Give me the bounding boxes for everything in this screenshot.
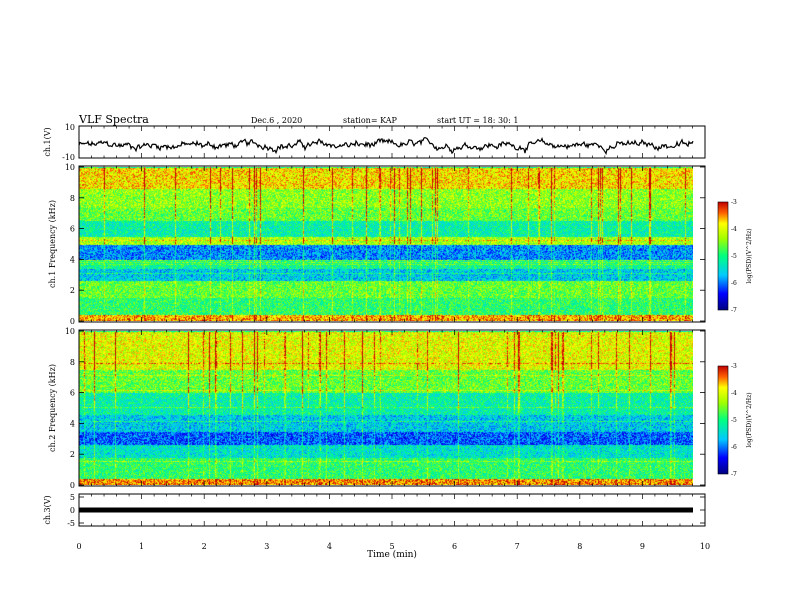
x-tick-label: 3 [264,542,269,551]
ch1-colorbar-tick: -6 [731,280,737,287]
x-tick-label: 7 [515,542,520,551]
ch1-spectrogram-ytick: 10 [65,163,75,172]
ch1-colorbar-tick: -4 [731,226,737,233]
ch2-spectrogram-ytick: 2 [70,450,75,459]
ch3-panel: 5 0 -5 ch.3(V) 0 1 2 3 4 5 6 7 8 9 10 Time (min) [43,493,710,560]
ch1-spectrogram-panel: 0 2 4 6 8 10 ch.1 Frequency (kHz) [48,163,706,326]
ch2-colorbar-label: log(PSD)(V^2/Hz) [746,392,753,447]
x-axis-label: Time (min) [367,549,417,560]
ch1-panel: 10 -10 ch.1(V) [43,123,706,162]
ch2-spectrogram-ylabel: ch.2 Frequency (kHz) [48,364,57,452]
ch3-ytick: -5 [67,519,75,528]
figure-title: VLF Spectra [78,113,149,126]
ch2-spectrogram-ytick: 6 [70,389,75,398]
ch1-waveform-line [78,136,694,156]
ch2-colorbar: -3 -4 -5 -6 -7 log(PSD)(V^2/Hz) [717,363,753,478]
ch2-spectrogram-ytick: 10 [65,327,75,336]
ch2-colorbar-tick: -5 [731,417,737,424]
ch2-colorbar-scale [717,365,729,475]
ch1-spectrogram-image [79,167,693,321]
ch2-spectrogram-image [79,331,693,485]
ch3-ylabel: ch.3(V) [43,495,52,524]
ch1-spectrogram-ytick: 4 [70,255,75,264]
ch2-spectrogram-ytick: 4 [70,419,75,428]
x-tick-label: 9 [640,542,645,551]
x-tick-label: 0 [76,542,81,551]
ch3-ytick: 5 [70,493,75,502]
station-label: station= KAP [343,116,398,125]
ch1-colorbar-tick: -3 [731,199,737,206]
ch2-spectrogram-ytick: 0 [70,481,75,490]
ch1-spectrogram-ytick: 2 [70,286,75,295]
ch1-spectrogram-ytick: 0 [70,317,75,326]
ch1-colorbar: -3 -4 -5 -6 -7 log(PSD)(V^2/Hz) [717,199,753,314]
x-tick-label: 2 [202,542,207,551]
ch2-colorbar-tick: -4 [731,390,737,397]
ch1-spectrogram-ytick: 8 [70,194,75,203]
ch1-spectrogram-ytick: 6 [70,225,75,234]
ch2-colorbar-tick: -6 [731,444,737,451]
x-tick-label: 10 [700,542,710,551]
start-time-label: start UT = 18: 30: 1 [437,116,518,125]
ch1-colorbar-tick: -7 [731,307,737,314]
ch3-signal-trace [79,507,693,513]
ch1-ytick-bottom: -10 [62,153,75,162]
x-tick-label: 1 [139,542,144,551]
x-tick-label: 6 [452,542,457,551]
ch2-colorbar-tick: -3 [731,363,737,370]
ch1-ytick-top: 10 [65,123,75,132]
panel-tick-marks [78,126,706,526]
ch1-colorbar-scale [717,201,729,311]
ch2-colorbar-tick: -7 [731,471,737,478]
ch1-colorbar-tick: -5 [731,253,737,260]
ch2-spectrogram-panel: 0 2 4 6 8 10 ch.2 Frequency (kHz) [48,327,706,490]
x-tick-label: 5 [389,542,394,551]
ch3-ytick: 0 [70,506,75,515]
date-label: Dec.6 , 2020 [251,116,302,125]
ch2-spectrogram-ytick: 8 [70,358,75,367]
x-tick-label: 4 [327,542,332,551]
ch1-colorbar-label: log(PSD)(V^2/Hz) [746,228,753,283]
ch1-ylabel: ch.1(V) [43,127,52,156]
x-tick-label: 8 [577,542,582,551]
ch1-spectrogram-ylabel: ch.1 Frequency (kHz) [48,200,57,288]
